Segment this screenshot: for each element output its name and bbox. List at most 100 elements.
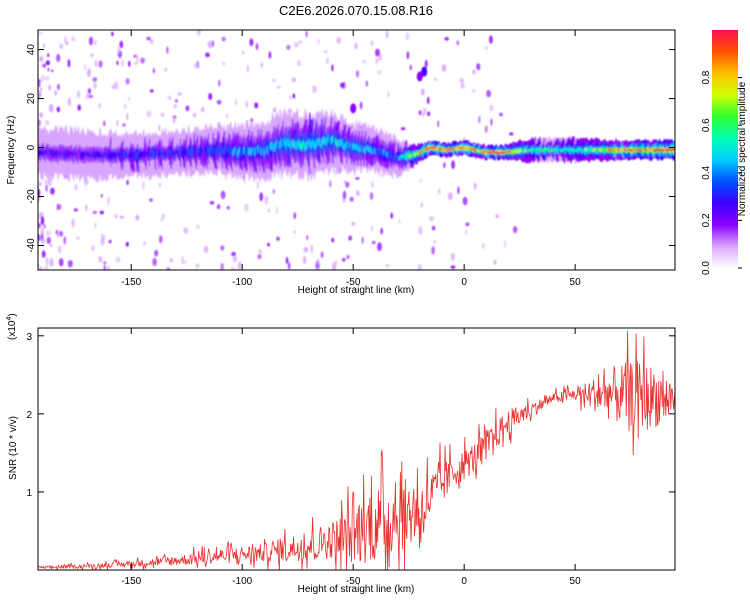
heatmap-cell xyxy=(418,110,422,116)
heatmap-cell xyxy=(211,40,214,48)
heatmap-cell xyxy=(56,54,61,62)
heatmap-cell xyxy=(285,256,289,265)
heatmap-cell xyxy=(499,112,503,117)
y-tick-label: -20 xyxy=(26,189,37,204)
heatmap-cell xyxy=(59,230,63,237)
heatmap-cell xyxy=(355,70,360,78)
heatmap-cell xyxy=(75,236,80,240)
heatmap-cell xyxy=(433,77,438,82)
heatmap-cell xyxy=(473,182,477,190)
heatmap-cell xyxy=(291,77,296,83)
heatmap-cell xyxy=(38,222,41,229)
heatmap-cell xyxy=(336,36,341,44)
heatmap-cell xyxy=(331,262,337,270)
heatmap-cell xyxy=(128,60,131,67)
heatmap-cell xyxy=(172,116,176,124)
heatmap-cell xyxy=(42,43,45,48)
snr-frame xyxy=(37,327,676,571)
heatmap-cell xyxy=(361,236,364,244)
heatmap-cell xyxy=(222,62,226,66)
colorbar-ticks: 0.0 0.2 0.4 0.6 0.8 xyxy=(701,70,742,275)
heatmap-cell xyxy=(149,38,154,44)
heatmap-cell xyxy=(226,206,230,210)
heatmap-cell xyxy=(356,192,361,196)
snr-xlabel: Height of straight line (km) xyxy=(298,584,415,595)
heatmap-cell xyxy=(77,104,81,111)
heatmap-cell xyxy=(481,242,485,249)
heatmap-cell xyxy=(166,267,171,270)
heatmap-cell xyxy=(90,53,94,58)
heatmap-cell xyxy=(67,97,71,107)
heatmap-cell xyxy=(106,265,111,270)
heatmap-cell xyxy=(221,36,226,42)
heatmap-cell xyxy=(231,251,236,257)
heatmap-cell xyxy=(94,222,97,229)
snr-scale-base: (x10 xyxy=(7,320,18,340)
colorbar-tick-label: 0.8 xyxy=(701,70,712,84)
heatmap-cell xyxy=(288,95,292,101)
heatmap-cell xyxy=(100,193,104,198)
heatmap-cell xyxy=(259,192,264,202)
heatmap-cell xyxy=(45,120,50,126)
heatmap-cell xyxy=(331,64,334,72)
heatmap-cell xyxy=(200,106,205,113)
heatmap-cell xyxy=(158,124,161,132)
heatmap-cell xyxy=(38,119,41,127)
heatmap-cell xyxy=(125,241,129,247)
heatmap-cell xyxy=(297,60,301,67)
heatmap-cell xyxy=(58,258,64,267)
heatmap-cell xyxy=(244,203,249,212)
spectrogram-frame xyxy=(37,29,676,271)
heatmap-cell xyxy=(232,255,238,263)
heatmap-cell xyxy=(421,88,425,96)
heatmap-cell xyxy=(140,57,145,64)
heatmap-cell xyxy=(94,59,98,68)
heatmap-cell xyxy=(38,182,42,186)
heatmap-cell xyxy=(442,65,446,70)
heatmap-cell xyxy=(40,216,45,226)
heatmap-cell xyxy=(272,78,276,83)
heatmap-cell xyxy=(86,68,91,77)
heatmap-cell xyxy=(93,81,97,90)
heatmap-cell xyxy=(192,112,197,118)
heatmap-cell xyxy=(148,175,152,181)
heatmap-cell xyxy=(431,246,435,255)
heatmap-cell xyxy=(148,198,153,202)
heatmap-cell xyxy=(504,239,507,248)
x-tick-label: 50 xyxy=(570,576,582,587)
heatmap-cell xyxy=(220,262,224,270)
heatmap-cell xyxy=(351,221,356,227)
heatmap-cell xyxy=(115,256,121,263)
heatmap-cell xyxy=(56,203,59,211)
heatmap-cell xyxy=(38,91,41,97)
x-tick-label: -100 xyxy=(232,277,252,288)
colorbar-tick-label: 0.4 xyxy=(701,165,712,179)
heatmap-cell xyxy=(258,248,263,255)
heatmap-cell xyxy=(58,245,62,254)
heatmap-cell xyxy=(152,257,157,267)
heatmap-cell xyxy=(116,119,119,127)
heatmap-cell xyxy=(409,64,412,71)
heatmap-cell xyxy=(124,103,127,110)
heatmap-cell xyxy=(288,262,291,270)
heatmap-cell xyxy=(478,115,481,124)
heatmap-cell xyxy=(370,40,374,47)
heatmap-cell xyxy=(405,32,410,41)
heatmap-cell xyxy=(71,36,76,42)
heatmap-cell xyxy=(142,181,145,190)
heatmap-cell xyxy=(385,30,389,39)
heatmap-cell xyxy=(57,83,60,91)
heatmap-cell xyxy=(183,227,189,235)
heatmap-cell xyxy=(91,244,95,252)
heatmap-cell xyxy=(103,264,106,270)
heatmap-cell xyxy=(38,31,43,35)
heatmap-cell xyxy=(476,63,481,71)
heatmap-cell xyxy=(346,254,350,260)
heatmap-cell xyxy=(225,113,229,118)
heatmap-cell xyxy=(429,216,434,222)
y-tick-label: 0 xyxy=(26,144,37,150)
heatmap-cell xyxy=(44,265,49,270)
spectrogram-ticks: -150 -100 -50 0 50 -40 -20 0 20 40 xyxy=(26,30,675,288)
heatmap-cell xyxy=(286,44,291,50)
